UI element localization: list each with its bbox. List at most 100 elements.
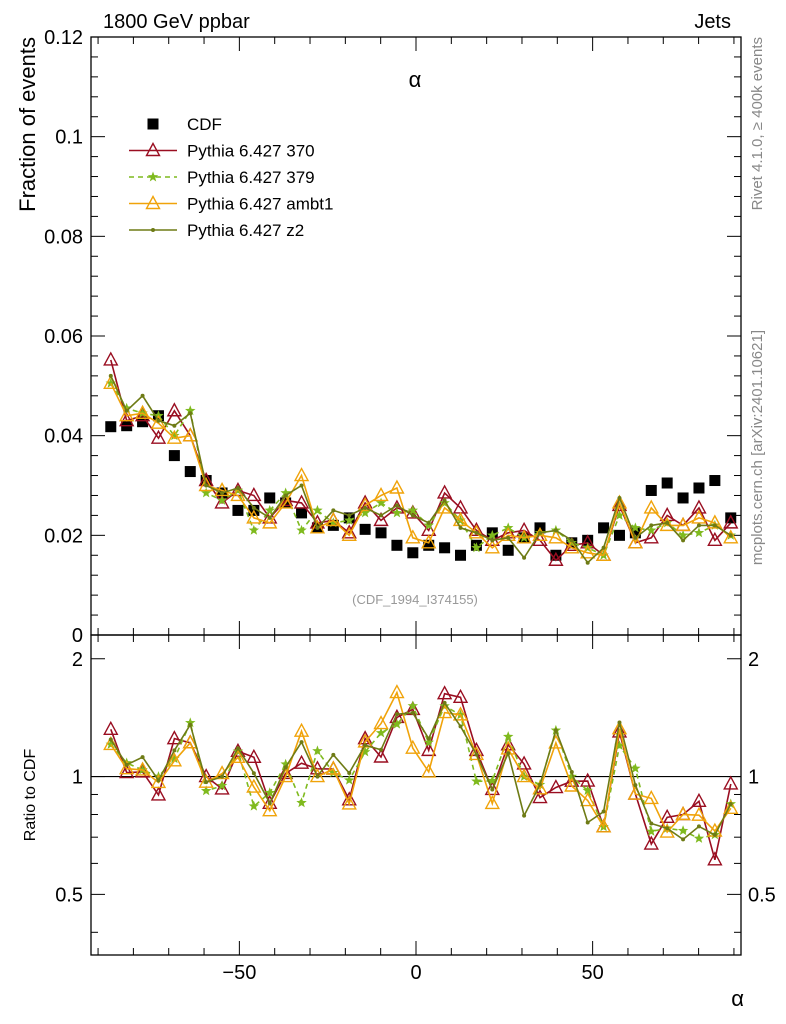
ratio-point-pythia-6-427-ambt1 xyxy=(246,778,262,793)
data-point-pythia-6-427-z2 xyxy=(601,545,606,550)
data-point-pythia-6-427-379 xyxy=(169,430,180,441)
y-tick-label: 0.04 xyxy=(44,426,83,448)
legend-marker-pythia-6-427-370 xyxy=(145,142,161,157)
data-point-pythia-6-427-379 xyxy=(248,524,260,535)
data-point-pythia-6-427-z2 xyxy=(156,418,161,423)
ratio-line-pythia-6-427-z2 xyxy=(110,701,732,841)
data-point-pythia-6-427-z2 xyxy=(665,520,670,525)
ratio-point-pythia-6-427-z2 xyxy=(442,700,447,705)
data-point-pythia-6-427-370 xyxy=(707,531,723,547)
data-point-pythia-6-427-z2 xyxy=(553,528,558,533)
ratio-point-pythia-6-427-370 xyxy=(452,688,469,704)
data-point-pythia-6-427-ambt1 xyxy=(262,514,278,529)
data-point-pythia-6-427-z2 xyxy=(458,525,463,530)
ratio-point-pythia-6-427-z2 xyxy=(299,740,304,745)
ratio-point-pythia-6-427-ambt1 xyxy=(484,794,500,810)
ratio-point-pythia-6-427-379 xyxy=(407,700,419,711)
data-point-cdf xyxy=(502,544,514,556)
data-point-pythia-6-427-379 xyxy=(677,529,689,540)
ratio-point-pythia-6-427-ambt1 xyxy=(214,765,230,780)
ratio-point-pythia-6-427-z2 xyxy=(220,774,225,779)
legend-label-pythia-6-427-379: Pythia 6.427 379 xyxy=(187,168,315,187)
data-point-pythia-6-427-z2 xyxy=(331,508,336,513)
data-point-pythia-6-427-z2 xyxy=(522,555,527,560)
ratio-tick-label: 1 xyxy=(72,767,83,789)
ratio-point-pythia-6-427-370 xyxy=(421,741,437,757)
data-point-pythia-6-427-ambt1 xyxy=(500,526,516,542)
x-tick-label: 50 xyxy=(582,962,604,984)
ratio-point-pythia-6-427-379 xyxy=(677,825,689,836)
data-point-pythia-6-427-370 xyxy=(166,402,183,417)
data-point-pythia-6-427-ambt1 xyxy=(595,546,612,561)
data-point-pythia-6-427-379 xyxy=(185,405,196,416)
y-tick-label: 0.02 xyxy=(44,525,83,547)
data-point-pythia-6-427-379 xyxy=(582,542,593,553)
data-point-pythia-6-427-370 xyxy=(548,551,564,566)
ratio-point-pythia-6-427-379 xyxy=(693,832,705,843)
legend-label-pythia-6-427-ambt1: Pythia 6.427 ambt1 xyxy=(187,195,333,214)
data-point-pythia-6-427-ambt1 xyxy=(198,477,214,492)
ratio-point-pythia-6-427-z2 xyxy=(204,780,209,785)
ratio-point-pythia-6-427-ambt1 xyxy=(373,715,389,730)
ratio-point-pythia-6-427-ambt1 xyxy=(675,806,691,821)
data-point-pythia-6-427-z2 xyxy=(363,505,368,510)
ratio-point-pythia-6-427-z2 xyxy=(347,770,352,775)
ratio-point-pythia-6-427-z2 xyxy=(728,801,733,806)
data-point-cdf xyxy=(375,527,387,539)
data-point-pythia-6-427-ambt1 xyxy=(452,511,469,527)
data-point-pythia-6-427-370 xyxy=(150,429,167,444)
ratio-point-pythia-6-427-z2 xyxy=(379,747,384,752)
data-point-pythia-6-427-379 xyxy=(105,377,117,388)
data-point-pythia-6-427-ambt1 xyxy=(277,494,294,509)
ratio-point-pythia-6-427-379 xyxy=(375,727,387,738)
ratio-point-pythia-6-427-379 xyxy=(582,785,593,795)
data-point-pythia-6-427-z2 xyxy=(283,493,288,498)
data-point-pythia-6-427-z2 xyxy=(633,535,638,540)
watermark: (CDF_1994_I374155) xyxy=(352,592,478,607)
ratio-point-pythia-6-427-z2 xyxy=(172,748,177,753)
data-point-pythia-6-427-ambt1 xyxy=(627,534,644,549)
data-point-pythia-6-427-ambt1 xyxy=(230,486,246,502)
y-tick-label: 0.06 xyxy=(44,326,83,348)
data-point-pythia-6-427-z2 xyxy=(506,535,511,540)
data-point-pythia-6-427-ambt1 xyxy=(214,482,230,497)
data-point-pythia-6-427-ambt1 xyxy=(659,516,675,532)
ratio-point-pythia-6-427-z2 xyxy=(474,752,479,757)
data-point-cdf xyxy=(439,542,451,554)
ratio-point-pythia-6-427-z2 xyxy=(569,770,574,775)
ratio-point-pythia-6-427-ambt1 xyxy=(723,799,739,814)
ratio-point-pythia-6-427-ambt1 xyxy=(293,722,310,737)
ratio-point-pythia-6-427-z2 xyxy=(108,737,113,742)
data-point-pythia-6-427-379 xyxy=(407,504,419,515)
data-point-cdf xyxy=(645,484,657,496)
data-point-cdf xyxy=(137,416,149,428)
ratio-point-pythia-6-427-ambt1 xyxy=(150,773,167,789)
ratio-line-pythia-6-427-ambt1 xyxy=(110,690,732,834)
ratio-point-pythia-6-427-ambt1 xyxy=(468,745,485,761)
ratio-point-pythia-6-427-z2 xyxy=(522,813,527,818)
ratio-point-pythia-6-427-z2 xyxy=(490,787,495,792)
y-tick-label: 0.08 xyxy=(44,226,83,248)
ratio-point-pythia-6-427-ambt1 xyxy=(325,760,342,775)
ratio-point-pythia-6-427-z2 xyxy=(156,778,161,783)
legend-marker-cdf xyxy=(147,118,159,130)
ratio-point-pythia-6-427-379 xyxy=(566,771,578,782)
ratio-point-pythia-6-427-ambt1 xyxy=(421,763,437,778)
ratio-point-pythia-6-427-z2 xyxy=(585,820,590,825)
ratio-point-pythia-6-427-z2 xyxy=(665,826,670,831)
ratio-point-pythia-6-427-370 xyxy=(436,685,453,700)
data-point-pythia-6-427-379 xyxy=(264,504,275,515)
data-point-pythia-6-427-ambt1 xyxy=(564,539,580,554)
data-point-pythia-6-427-ambt1 xyxy=(548,529,564,544)
data-point-pythia-6-427-z2 xyxy=(188,411,193,416)
data-point-pythia-6-427-z2 xyxy=(172,423,177,428)
legend-marker-pythia-6-427-z2 xyxy=(151,228,155,232)
data-point-pythia-6-427-z2 xyxy=(649,523,654,528)
data-point-pythia-6-427-370 xyxy=(373,511,389,527)
data-point-pythia-6-427-z2 xyxy=(108,373,113,378)
ratio-point-pythia-6-427-z2 xyxy=(601,809,606,814)
ratio-point-pythia-6-427-370 xyxy=(103,720,119,736)
data-point-pythia-6-427-379 xyxy=(328,517,339,528)
data-point-pythia-6-427-379 xyxy=(471,542,482,553)
